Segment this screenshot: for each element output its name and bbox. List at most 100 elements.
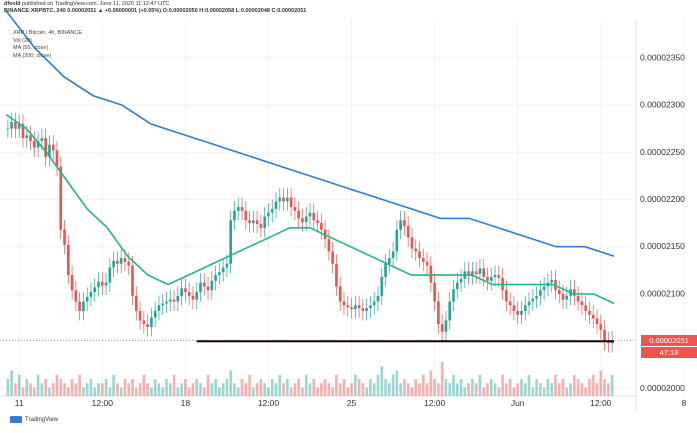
- candle-body: [599, 324, 603, 330]
- volume-bar: [493, 383, 497, 396]
- volume-bar: [312, 379, 316, 396]
- candle-body: [316, 220, 319, 224]
- candle: [267, 203, 270, 226]
- candle-body: [403, 220, 406, 226]
- candle-body: [588, 310, 591, 315]
- legend-ma50[interactable]: MA (50, close): [13, 45, 49, 51]
- candle-body: [384, 263, 387, 277]
- volume-bar: [444, 379, 448, 396]
- volume-bar: [138, 383, 142, 396]
- candle-body: [51, 144, 55, 151]
- candle-body: [286, 197, 289, 202]
- candle-body: [168, 299, 172, 302]
- volume-bar: [85, 383, 89, 396]
- candle: [550, 270, 554, 293]
- volume-bar: [429, 370, 433, 396]
- candle: [376, 286, 380, 311]
- candle: [406, 216, 410, 247]
- candle-body: [437, 301, 440, 325]
- candle: [580, 292, 584, 315]
- volume-bar: [202, 387, 206, 396]
- candle-body: [161, 303, 165, 306]
- volume-bar: [146, 383, 149, 396]
- legend-symbol[interactable]: XRP / Bitcoin, 4h, BINANCE: [13, 30, 82, 36]
- candle-body: [278, 197, 282, 202]
- volume-bar: [335, 374, 338, 396]
- y-tick-label: 0.00002200: [640, 194, 685, 204]
- volume-bar: [361, 383, 365, 396]
- candle: [505, 280, 508, 311]
- y-tick-label: 0.00002250: [640, 147, 685, 157]
- candle-body: [116, 260, 119, 264]
- volume-bar: [191, 383, 195, 396]
- volume-bar: [252, 387, 255, 396]
- candle: [448, 292, 452, 330]
- candle-body: [63, 229, 66, 245]
- y-tick-label: 0.00002100: [640, 288, 685, 298]
- legend-ma200[interactable]: MA (200, close): [13, 52, 52, 59]
- candle-body: [342, 301, 346, 306]
- candle: [104, 273, 108, 295]
- candle: [274, 191, 278, 219]
- candle: [218, 262, 221, 285]
- candle-body: [293, 207, 297, 211]
- candle-body: [255, 220, 259, 225]
- volume-bar: [387, 383, 391, 396]
- candle: [270, 199, 274, 223]
- volume-bar: [48, 387, 51, 396]
- last-price-tag: 0.00002051: [641, 334, 697, 346]
- volume-bar: [40, 383, 44, 396]
- volume-bar: [607, 383, 610, 396]
- x-tick-label: 11: [15, 398, 24, 408]
- candle: [489, 267, 493, 291]
- candle-body: [365, 308, 368, 311]
- volume-bar: [153, 379, 157, 396]
- candle: [440, 314, 444, 342]
- volume-bar: [391, 374, 395, 396]
- volume-bar: [93, 387, 97, 396]
- volume-bar: [384, 379, 387, 396]
- volume-bar: [36, 374, 40, 396]
- candle: [595, 309, 599, 334]
- volume-bar: [599, 370, 603, 396]
- candle: [486, 267, 489, 291]
- candle-body: [229, 220, 233, 264]
- candle-body: [497, 275, 501, 278]
- candle-body: [418, 251, 421, 259]
- candle: [474, 261, 478, 284]
- candle: [55, 140, 59, 176]
- volume-bar: [421, 374, 425, 396]
- candle-body: [414, 248, 418, 252]
- volume-bar: [433, 379, 436, 396]
- x-tick-label: 12:00: [92, 398, 114, 408]
- candle: [278, 188, 282, 211]
- volume-bar: [248, 374, 251, 396]
- candle: [467, 261, 470, 285]
- candle: [48, 135, 51, 167]
- volume-bar: [199, 383, 202, 396]
- candle-body: [387, 258, 391, 264]
- volume-bar: [293, 383, 297, 396]
- candle: [131, 256, 134, 306]
- volume-bar: [448, 383, 452, 396]
- candle: [293, 197, 297, 221]
- candle-body: [123, 258, 127, 262]
- candle: [119, 248, 123, 274]
- candle: [236, 197, 240, 221]
- volume-bar: [395, 370, 399, 396]
- publisher-name[interactable]: dfeold: [4, 1, 21, 7]
- legend-volume[interactable]: Vol (20): [13, 37, 32, 44]
- x-tick-label: Jun: [511, 398, 525, 408]
- candle: [172, 290, 176, 311]
- candle-body: [486, 276, 489, 281]
- candle: [248, 210, 251, 233]
- tradingview-logo-icon: [10, 416, 22, 423]
- volume-bar: [168, 383, 172, 396]
- candle-body: [595, 318, 599, 325]
- candle-body: [248, 220, 251, 224]
- candle-body: [331, 251, 334, 264]
- tradingview-logo[interactable]: TradingView: [10, 416, 58, 423]
- volume-bar: [289, 387, 293, 396]
- candle-body: [474, 271, 478, 275]
